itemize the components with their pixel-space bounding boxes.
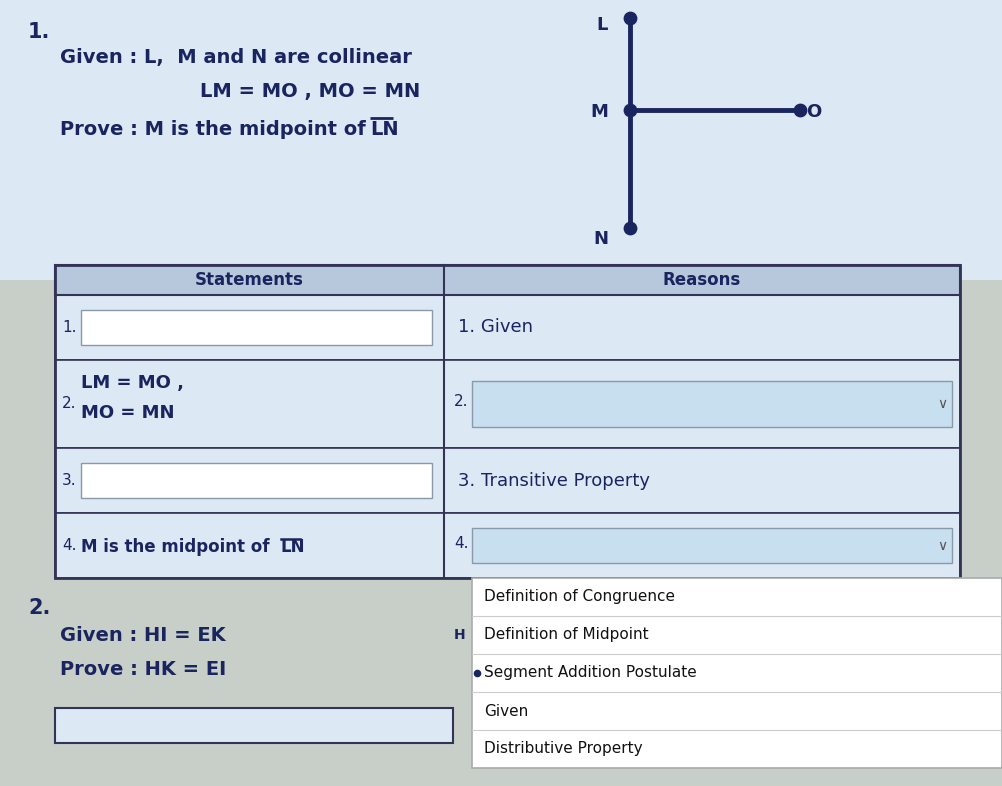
- Text: LM = MO , MO = MN: LM = MO , MO = MN: [200, 82, 420, 101]
- Point: [622, 12, 638, 24]
- Text: M is the midpoint of: M is the midpoint of: [81, 538, 276, 556]
- Text: Statements: Statements: [195, 271, 304, 289]
- Point: [792, 104, 808, 116]
- Text: Distributive Property: Distributive Property: [484, 741, 642, 756]
- Text: L: L: [596, 16, 608, 34]
- Text: 2.: 2.: [454, 395, 469, 410]
- Bar: [81, 463, 432, 498]
- Text: Reasons: Reasons: [663, 271, 741, 289]
- Text: LN: LN: [370, 120, 399, 139]
- Text: 1. Given: 1. Given: [458, 318, 533, 336]
- Text: 3.: 3.: [62, 473, 76, 488]
- Point: [622, 104, 638, 116]
- Bar: [55, 360, 960, 448]
- Text: Definition of Congruence: Definition of Congruence: [484, 590, 675, 604]
- Bar: [55, 513, 960, 578]
- Text: 4.: 4.: [62, 538, 76, 553]
- Text: O: O: [806, 103, 822, 121]
- Bar: [55, 448, 960, 513]
- Text: 2.: 2.: [28, 598, 50, 618]
- Text: 3. Transitive Property: 3. Transitive Property: [458, 472, 650, 490]
- Text: 4.: 4.: [454, 536, 469, 551]
- Point: [469, 667, 485, 679]
- Text: Given : L,  M and N are collinear: Given : L, M and N are collinear: [60, 48, 412, 67]
- Text: LN: LN: [281, 538, 306, 556]
- Text: M: M: [590, 103, 608, 121]
- Bar: [472, 527, 952, 564]
- Text: 2.: 2.: [62, 396, 76, 412]
- Text: N: N: [593, 230, 608, 248]
- Text: LM = MO ,: LM = MO ,: [81, 374, 184, 392]
- Text: ∨: ∨: [937, 538, 947, 553]
- Bar: [472, 578, 1002, 768]
- Text: ∨: ∨: [937, 397, 947, 411]
- Bar: [472, 381, 952, 427]
- Bar: [55, 265, 960, 295]
- Text: Definition of Midpoint: Definition of Midpoint: [484, 627, 648, 642]
- Bar: [0, 0, 1002, 280]
- Text: MO = MN: MO = MN: [81, 404, 174, 422]
- Bar: [55, 708, 453, 743]
- Text: 1.: 1.: [28, 22, 50, 42]
- Text: Given : HI = EK: Given : HI = EK: [60, 626, 225, 645]
- Bar: [0, 280, 1002, 786]
- Text: H: H: [454, 628, 466, 642]
- Text: Given: Given: [484, 703, 528, 718]
- Bar: [55, 265, 960, 578]
- Text: Prove : M is the midpoint of: Prove : M is the midpoint of: [60, 120, 373, 139]
- Text: 1.: 1.: [62, 320, 76, 335]
- Bar: [81, 310, 432, 345]
- Bar: [55, 295, 960, 360]
- Point: [622, 222, 638, 234]
- Text: Prove : HK = EI: Prove : HK = EI: [60, 660, 226, 679]
- Text: Segment Addition Postulate: Segment Addition Postulate: [484, 666, 697, 681]
